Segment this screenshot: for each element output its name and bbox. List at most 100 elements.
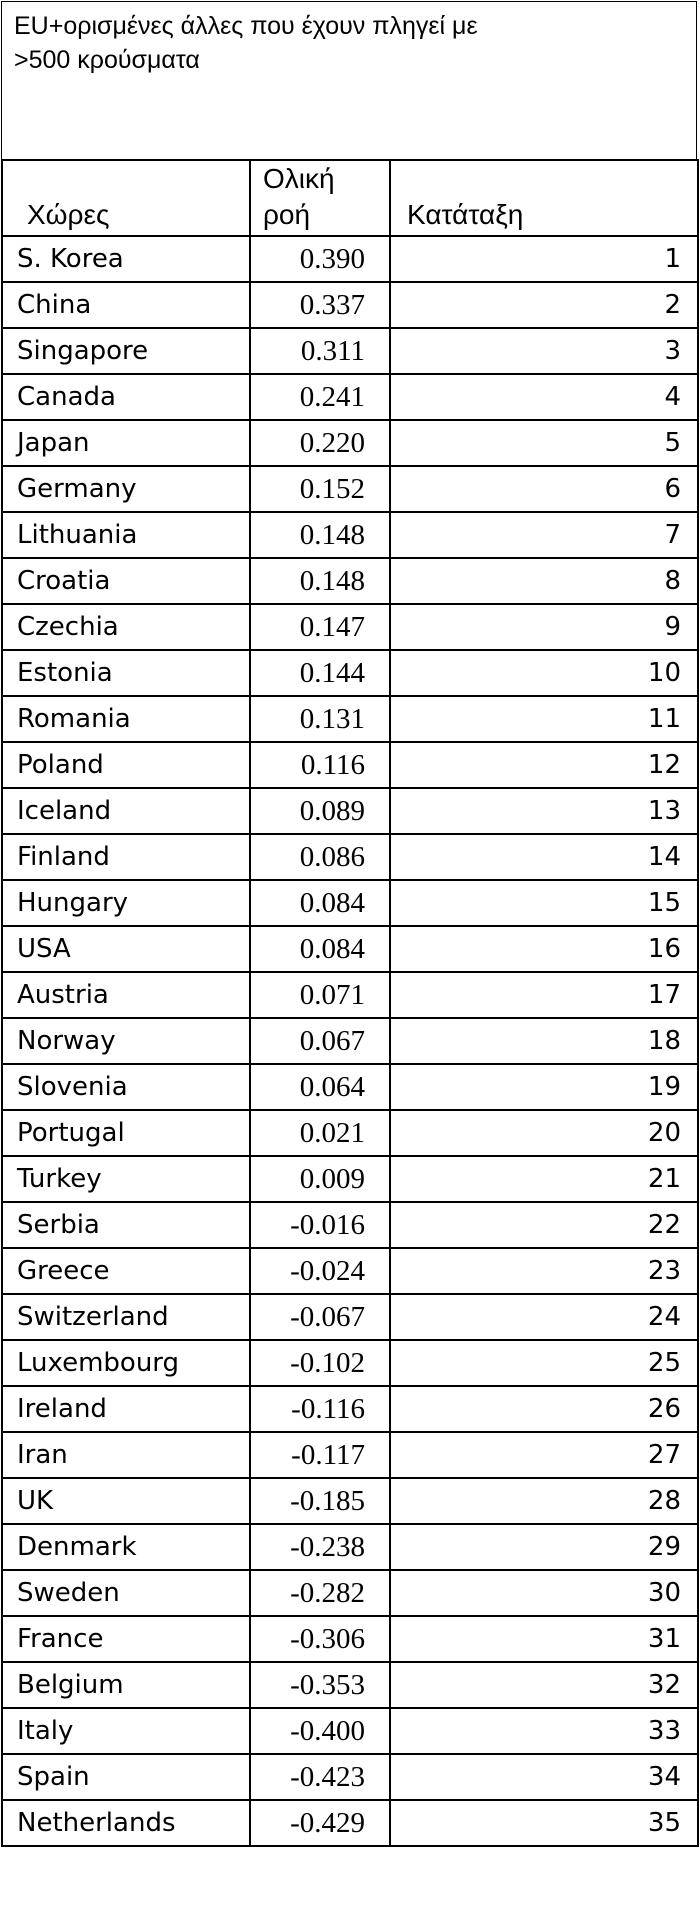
rank-cell[interactable]: 28 — [389, 1477, 699, 1525]
country-cell[interactable]: UK — [1, 1477, 251, 1525]
total-flow-cell[interactable]: 0.311 — [249, 327, 391, 375]
total-flow-cell[interactable]: -0.102 — [249, 1339, 391, 1387]
total-flow-cell[interactable]: -0.400 — [249, 1707, 391, 1755]
total-flow-cell[interactable]: 0.144 — [249, 649, 391, 697]
country-cell[interactable]: Poland — [1, 741, 251, 789]
rank-cell[interactable]: 17 — [389, 971, 699, 1019]
total-flow-cell[interactable]: -0.306 — [249, 1615, 391, 1663]
country-cell[interactable]: Serbia — [1, 1201, 251, 1249]
total-flow-cell[interactable]: 0.152 — [249, 465, 391, 513]
country-cell[interactable]: S. Korea — [1, 235, 251, 283]
country-cell[interactable]: Japan — [1, 419, 251, 467]
total-flow-cell[interactable]: -0.423 — [249, 1753, 391, 1801]
rank-cell[interactable]: 7 — [389, 511, 699, 559]
country-cell[interactable]: China — [1, 281, 251, 329]
country-cell[interactable]: Romania — [1, 695, 251, 743]
country-cell[interactable]: Greece — [1, 1247, 251, 1295]
title-cell[interactable]: EU+ορισμένες άλλες που έχουν πληγεί με >… — [1, 1, 697, 159]
total-flow-cell[interactable]: 0.071 — [249, 971, 391, 1019]
total-flow-cell[interactable]: -0.353 — [249, 1661, 391, 1709]
rank-cell[interactable]: 12 — [389, 741, 699, 789]
country-cell[interactable]: Ireland — [1, 1385, 251, 1433]
country-cell[interactable]: Estonia — [1, 649, 251, 697]
country-cell[interactable]: Canada — [1, 373, 251, 421]
rank-cell[interactable]: 15 — [389, 879, 699, 927]
rank-cell[interactable]: 11 — [389, 695, 699, 743]
total-flow-cell[interactable]: -0.282 — [249, 1569, 391, 1617]
country-cell[interactable]: Spain — [1, 1753, 251, 1801]
total-flow-cell[interactable]: 0.064 — [249, 1063, 391, 1111]
country-cell[interactable]: Croatia — [1, 557, 251, 605]
rank-cell[interactable]: 30 — [389, 1569, 699, 1617]
total-flow-cell[interactable]: -0.016 — [249, 1201, 391, 1249]
total-flow-cell[interactable]: 0.220 — [249, 419, 391, 467]
total-flow-cell[interactable]: 0.086 — [249, 833, 391, 881]
country-cell[interactable]: Switzerland — [1, 1293, 251, 1341]
rank-cell[interactable]: 16 — [389, 925, 699, 973]
rank-cell[interactable]: 3 — [389, 327, 699, 375]
country-cell[interactable]: Portugal — [1, 1109, 251, 1157]
rank-cell[interactable]: 9 — [389, 603, 699, 651]
country-cell[interactable]: Hungary — [1, 879, 251, 927]
country-cell[interactable]: Belgium — [1, 1661, 251, 1709]
country-cell[interactable]: Luxembourg — [1, 1339, 251, 1387]
total-flow-cell[interactable]: 0.390 — [249, 235, 391, 283]
rank-cell[interactable]: 14 — [389, 833, 699, 881]
rank-cell[interactable]: 13 — [389, 787, 699, 835]
total-flow-cell[interactable]: -0.429 — [249, 1799, 391, 1847]
country-cell[interactable]: Italy — [1, 1707, 251, 1755]
total-flow-cell[interactable]: 0.116 — [249, 741, 391, 789]
rank-cell[interactable]: 1 — [389, 235, 699, 283]
country-cell[interactable]: Denmark — [1, 1523, 251, 1571]
total-flow-cell[interactable]: 0.009 — [249, 1155, 391, 1203]
total-flow-cell[interactable]: 0.241 — [249, 373, 391, 421]
rank-cell[interactable]: 26 — [389, 1385, 699, 1433]
rank-cell[interactable]: 29 — [389, 1523, 699, 1571]
country-cell[interactable]: Finland — [1, 833, 251, 881]
rank-cell[interactable]: 8 — [389, 557, 699, 605]
total-flow-cell[interactable]: -0.238 — [249, 1523, 391, 1571]
total-flow-cell[interactable]: 0.084 — [249, 879, 391, 927]
total-flow-cell[interactable]: 0.337 — [249, 281, 391, 329]
country-cell[interactable]: Slovenia — [1, 1063, 251, 1111]
country-cell[interactable]: Norway — [1, 1017, 251, 1065]
rank-cell[interactable]: 32 — [389, 1661, 699, 1709]
total-flow-cell[interactable]: 0.147 — [249, 603, 391, 651]
total-flow-cell[interactable]: 0.021 — [249, 1109, 391, 1157]
rank-cell[interactable]: 27 — [389, 1431, 699, 1479]
rank-cell[interactable]: 22 — [389, 1201, 699, 1249]
rank-cell[interactable]: 35 — [389, 1799, 699, 1847]
country-cell[interactable]: Germany — [1, 465, 251, 513]
rank-cell[interactable]: 25 — [389, 1339, 699, 1387]
country-cell[interactable]: France — [1, 1615, 251, 1663]
country-cell[interactable]: Turkey — [1, 1155, 251, 1203]
rank-cell[interactable]: 4 — [389, 373, 699, 421]
total-flow-cell[interactable]: -0.185 — [249, 1477, 391, 1525]
rank-cell[interactable]: 34 — [389, 1753, 699, 1801]
rank-cell[interactable]: 6 — [389, 465, 699, 513]
total-flow-cell[interactable]: -0.117 — [249, 1431, 391, 1479]
total-flow-cell[interactable]: -0.067 — [249, 1293, 391, 1341]
rank-cell[interactable]: 33 — [389, 1707, 699, 1755]
rank-cell[interactable]: 18 — [389, 1017, 699, 1065]
country-cell[interactable]: Austria — [1, 971, 251, 1019]
rank-cell[interactable]: 20 — [389, 1109, 699, 1157]
country-cell[interactable]: Iceland — [1, 787, 251, 835]
country-cell[interactable]: Sweden — [1, 1569, 251, 1617]
rank-cell[interactable]: 31 — [389, 1615, 699, 1663]
total-flow-cell[interactable]: 0.148 — [249, 557, 391, 605]
total-flow-cell[interactable]: -0.024 — [249, 1247, 391, 1295]
country-cell[interactable]: Czechia — [1, 603, 251, 651]
header-rank[interactable]: Κατάταξη — [389, 159, 699, 237]
rank-cell[interactable]: 2 — [389, 281, 699, 329]
total-flow-cell[interactable]: 0.084 — [249, 925, 391, 973]
rank-cell[interactable]: 23 — [389, 1247, 699, 1295]
total-flow-cell[interactable]: -0.116 — [249, 1385, 391, 1433]
country-cell[interactable]: USA — [1, 925, 251, 973]
header-country[interactable]: Χώρες — [1, 159, 251, 237]
total-flow-cell[interactable]: 0.131 — [249, 695, 391, 743]
rank-cell[interactable]: 19 — [389, 1063, 699, 1111]
total-flow-cell[interactable]: 0.089 — [249, 787, 391, 835]
country-cell[interactable]: Netherlands — [1, 1799, 251, 1847]
total-flow-cell[interactable]: 0.148 — [249, 511, 391, 559]
